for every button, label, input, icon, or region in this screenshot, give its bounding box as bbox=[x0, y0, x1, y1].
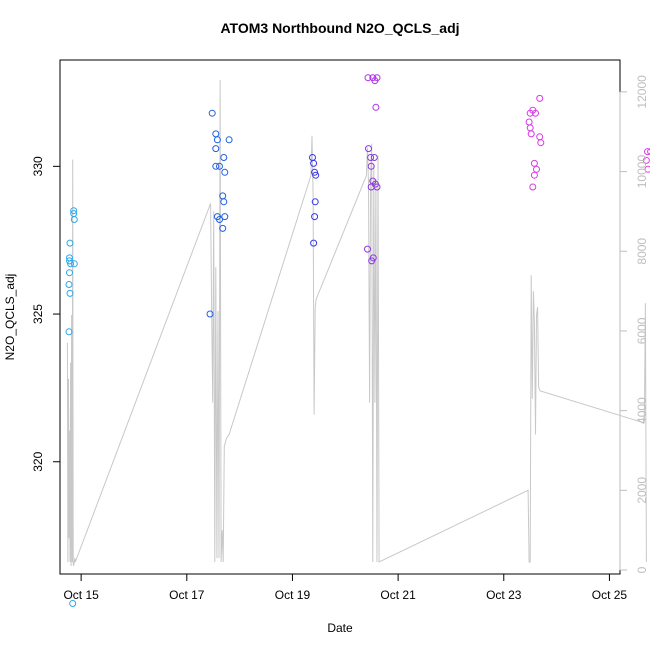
data-point bbox=[365, 145, 372, 153]
data-point bbox=[212, 145, 220, 153]
data-point bbox=[526, 109, 534, 117]
data-point bbox=[367, 162, 375, 170]
data-point bbox=[369, 254, 377, 262]
data-point bbox=[65, 328, 73, 336]
x-tick-label: Oct 15 bbox=[63, 588, 99, 602]
data-point bbox=[66, 289, 74, 297]
x-tick-label: Oct 23 bbox=[486, 588, 522, 602]
right-tick-label: 2000 bbox=[635, 477, 649, 504]
data-point bbox=[67, 260, 75, 268]
data-point bbox=[310, 239, 318, 247]
chart-title: ATOM3 Northbound N2O_QCLS_adj bbox=[220, 20, 459, 36]
right-tick-label: 6000 bbox=[635, 317, 649, 344]
data-point bbox=[221, 168, 229, 176]
data-point bbox=[364, 74, 372, 82]
data-point bbox=[370, 154, 378, 161]
data-point bbox=[220, 154, 228, 161]
x-tick-label: Oct 19 bbox=[275, 588, 311, 602]
data-point bbox=[644, 148, 650, 156]
data-point bbox=[529, 183, 537, 191]
y-tick-label: 325 bbox=[31, 304, 45, 324]
data-point bbox=[537, 139, 545, 147]
data-point bbox=[642, 156, 650, 164]
right-tick-label: 8000 bbox=[635, 238, 649, 265]
data-point bbox=[216, 216, 223, 223]
x-tick-label: Oct 21 bbox=[380, 588, 416, 602]
data-point bbox=[536, 94, 544, 102]
x-axis-label: Date bbox=[327, 621, 353, 635]
data-point bbox=[371, 77, 379, 85]
y-axis-label: N2O_QCLS_adj bbox=[3, 274, 17, 361]
data-point bbox=[212, 162, 220, 170]
data-point bbox=[373, 183, 381, 191]
altitude-series-line bbox=[66, 79, 647, 567]
data-point bbox=[70, 207, 78, 215]
data-point bbox=[225, 136, 233, 144]
right-tick-label: 12000 bbox=[635, 75, 649, 109]
altitude-line-layer bbox=[66, 79, 647, 567]
data-point bbox=[311, 213, 319, 221]
data-point bbox=[220, 198, 228, 206]
data-point bbox=[70, 260, 78, 268]
y-axis-right: 0 2000 4000 6000 8000 10000 12000 bbox=[619, 75, 649, 573]
data-point bbox=[66, 239, 74, 247]
x-axis: Oct 15 Oct 17 Oct 19 Oct 21 Oct 23 Oct 25 bbox=[63, 573, 628, 602]
x-tick-label: Oct 17 bbox=[169, 588, 205, 602]
data-point bbox=[367, 154, 375, 161]
data-point bbox=[70, 210, 78, 218]
data-point bbox=[221, 213, 229, 221]
y-tick-label: 320 bbox=[31, 451, 45, 471]
right-tick-label: 0 bbox=[635, 566, 649, 573]
data-point bbox=[532, 109, 539, 117]
data-point bbox=[530, 159, 538, 167]
data-point bbox=[644, 165, 650, 173]
data-point bbox=[206, 310, 214, 318]
data-point bbox=[65, 281, 73, 288]
data-point bbox=[647, 148, 650, 156]
data-point bbox=[533, 165, 540, 173]
data-point bbox=[208, 109, 216, 117]
data-point bbox=[364, 245, 371, 253]
data-point bbox=[219, 224, 227, 232]
points-layer bbox=[65, 74, 650, 607]
data-point bbox=[311, 198, 319, 206]
data-point bbox=[309, 154, 316, 161]
data-point bbox=[213, 136, 221, 144]
right-tick-label: 10000 bbox=[635, 155, 649, 189]
y-axis-left: 320 325 330 bbox=[31, 156, 61, 472]
data-point bbox=[216, 162, 223, 170]
data-point bbox=[530, 171, 538, 179]
data-point bbox=[312, 171, 320, 179]
x-tick-label: Oct 25 bbox=[592, 588, 628, 602]
y-tick-label: 330 bbox=[31, 156, 45, 176]
data-point bbox=[69, 600, 77, 607]
right-tick-label: 4000 bbox=[635, 397, 649, 424]
data-point bbox=[372, 103, 380, 111]
data-point bbox=[527, 130, 535, 138]
data-point bbox=[66, 269, 73, 277]
